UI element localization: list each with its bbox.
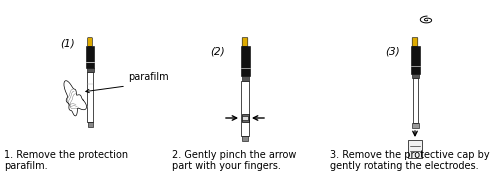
FancyBboxPatch shape [88,38,92,46]
Bar [408,140,422,158]
Bar [86,68,94,72]
Bar [412,123,418,128]
Bar [410,46,420,74]
Bar [240,46,250,76]
Text: part with your fingers.: part with your fingers. [172,161,281,171]
Bar [242,136,248,141]
Bar [242,116,248,120]
Text: 2. Gently pinch the arrow: 2. Gently pinch the arrow [172,150,296,160]
Text: 3. Remove the protective cap by: 3. Remove the protective cap by [330,150,490,160]
Text: 1. Remove the protection: 1. Remove the protection [4,150,128,160]
Bar [88,122,92,127]
Bar [412,78,418,123]
Bar [87,72,93,122]
Text: gently rotating the electrodes.: gently rotating the electrodes. [330,161,478,171]
FancyBboxPatch shape [242,38,248,46]
Text: parafilm.: parafilm. [4,161,48,171]
Polygon shape [64,81,86,116]
Text: (2): (2) [210,47,224,57]
Bar [412,74,418,78]
FancyBboxPatch shape [412,38,418,46]
Bar [241,81,249,136]
Text: (3): (3) [385,47,400,57]
Bar [242,114,248,122]
Bar [242,76,248,81]
Text: parafilm: parafilm [128,72,168,82]
Text: (1): (1) [60,39,74,49]
Bar [86,46,94,68]
